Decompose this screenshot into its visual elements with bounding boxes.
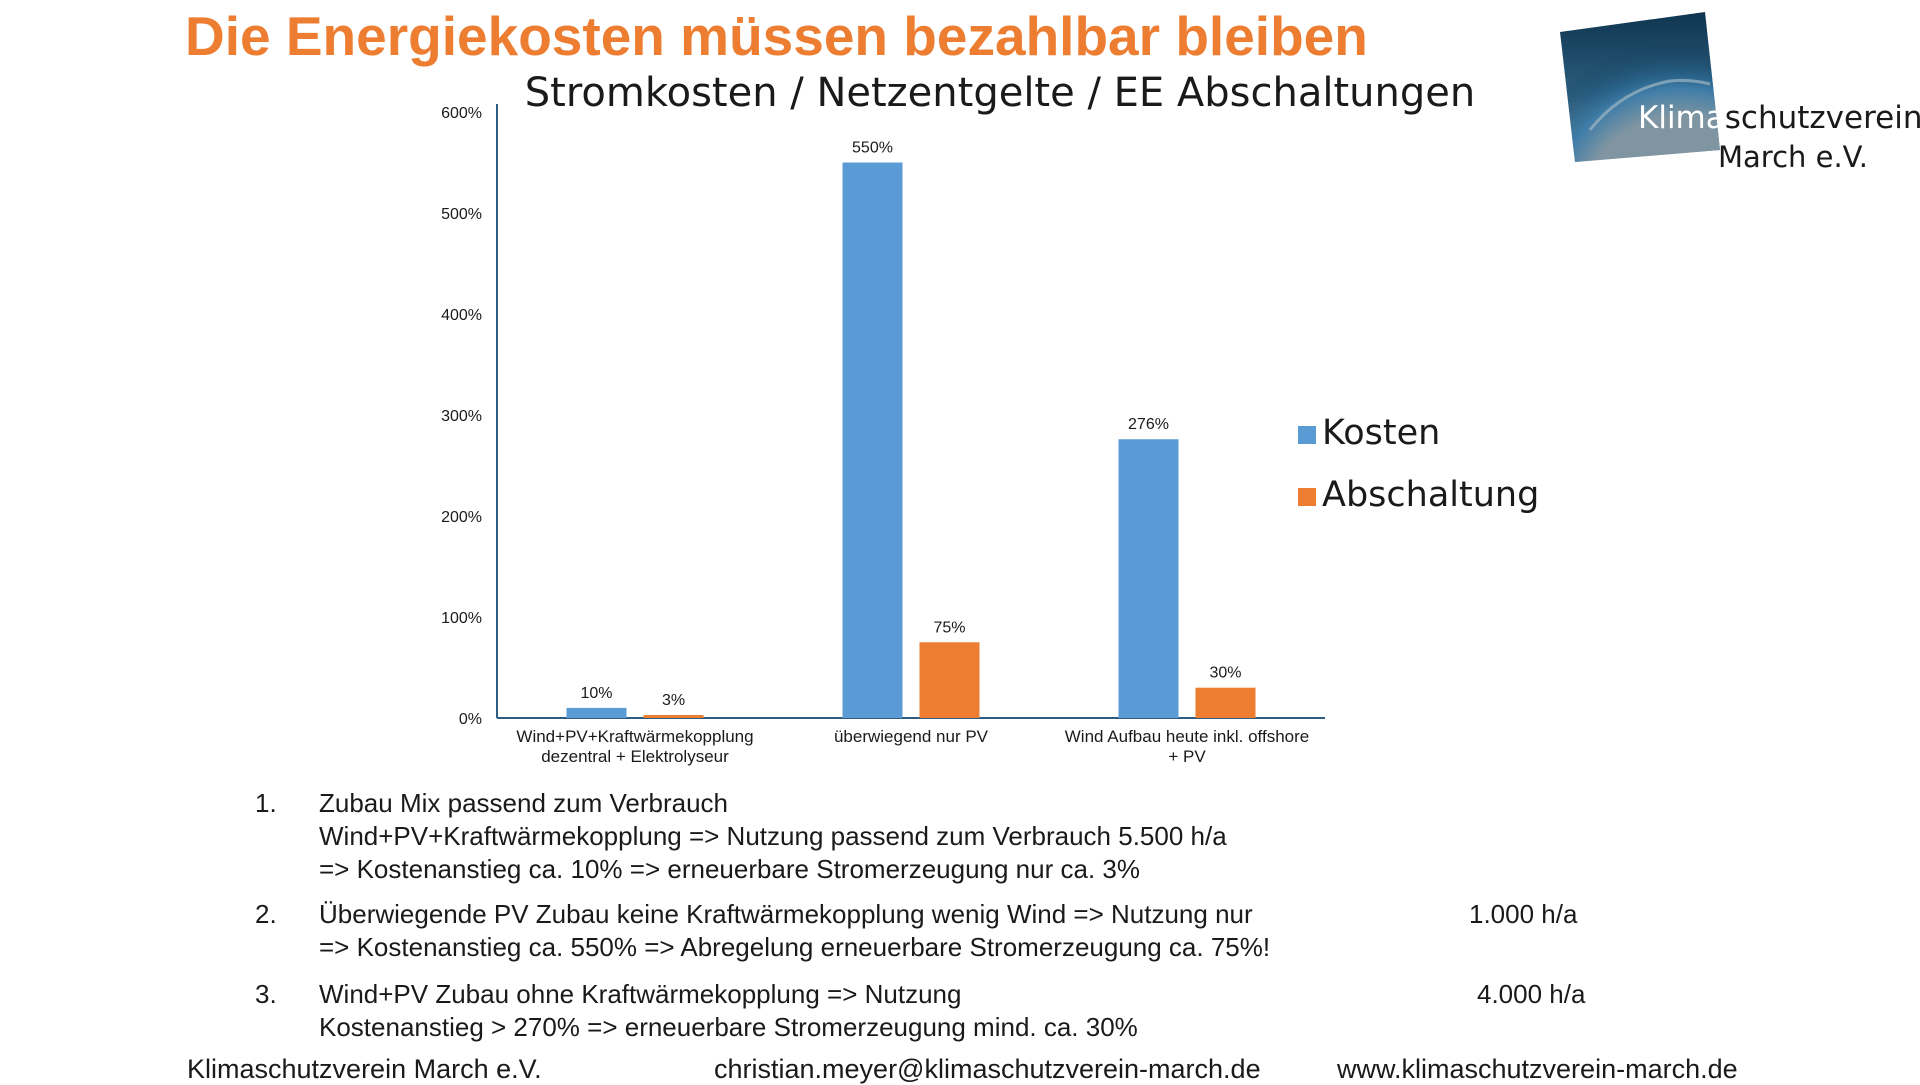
- page-title: Die Energiekosten müssen bezahlbar bleib…: [185, 5, 1368, 67]
- legend-swatch: [1298, 488, 1316, 506]
- footer-website: www.klimaschutzverein-march.de: [1337, 1054, 1738, 1084]
- data-label: 75%: [933, 619, 965, 636]
- list-item-number: 3.: [255, 979, 277, 1009]
- list-item-rate: 4.000 h/a: [1477, 979, 1586, 1009]
- bar-kosten-2: [1118, 439, 1179, 718]
- list-item-line: => Kostenanstieg ca. 10% => erneuerbare …: [319, 854, 1140, 884]
- klimaschutzverein-logo: [1560, 12, 1720, 162]
- bar-abschaltung-1: [919, 642, 980, 718]
- list-item-line: Zubau Mix passend zum Verbrauch: [319, 788, 728, 818]
- data-label: 3%: [662, 692, 685, 709]
- y-tick-label: 400%: [441, 307, 482, 324]
- bar-kosten-1: [842, 162, 903, 718]
- data-label: 276%: [1128, 416, 1169, 433]
- list-item-number: 2.: [255, 899, 277, 929]
- x-tick-label: Wind Aufbau heute inkl. offshore: [1065, 727, 1309, 746]
- x-tick-label: Wind+PV+Kraftwärmekopplung: [516, 727, 753, 746]
- legend-label: Abschaltung: [1322, 475, 1539, 515]
- list-item-number: 1.: [255, 788, 277, 818]
- list-item-line: Wind+PV Zubau ohne Kraftwärmekopplung =>…: [319, 979, 962, 1009]
- footer-email: christian.meyer@klimaschutzverein-march.…: [714, 1054, 1261, 1084]
- data-label: 550%: [852, 140, 893, 157]
- footer-org: Klimaschutzverein March e.V.: [187, 1054, 542, 1084]
- x-tick-label: + PV: [1168, 747, 1206, 766]
- logo-text: Klimaschutzverein: [1638, 100, 1920, 136]
- y-tick-label: 0%: [459, 711, 482, 728]
- bar-abschaltung-0: [643, 714, 704, 718]
- bar-abschaltung-2: [1195, 687, 1256, 718]
- y-tick-label: 300%: [441, 408, 482, 425]
- chart-title: Stromkosten / Netzentgelte / EE Abschalt…: [525, 70, 1475, 116]
- data-label: 30%: [1209, 665, 1241, 682]
- y-tick-label: 200%: [441, 509, 482, 526]
- data-label: 10%: [580, 685, 612, 702]
- y-tick-label: 500%: [441, 206, 482, 223]
- bar-kosten-0: [566, 707, 627, 718]
- x-tick-label: überwiegend nur PV: [834, 727, 989, 746]
- list-item-line: => Kostenanstieg ca. 550% => Abregelung …: [319, 932, 1271, 962]
- legend-swatch: [1298, 426, 1316, 444]
- bar-chart: Stromkosten / Netzentgelte / EE Abschalt…: [441, 70, 1539, 766]
- list-item-rate: 1.000 h/a: [1469, 899, 1578, 929]
- logo-subtext: March e.V.: [1718, 140, 1868, 174]
- list-item-line: Kostenanstieg > 270% => erneuerbare Stro…: [319, 1012, 1138, 1042]
- x-tick-label: dezentral + Elektrolyseur: [541, 747, 729, 766]
- list-item-line: Wind+PV+Kraftwärmekopplung => Nutzung pa…: [319, 821, 1227, 851]
- y-tick-label: 100%: [441, 610, 482, 627]
- y-tick-label: 600%: [441, 105, 482, 122]
- legend-label: Kosten: [1322, 413, 1440, 453]
- list-item-line: Überwiegende PV Zubau keine Kraftwärmeko…: [319, 899, 1253, 929]
